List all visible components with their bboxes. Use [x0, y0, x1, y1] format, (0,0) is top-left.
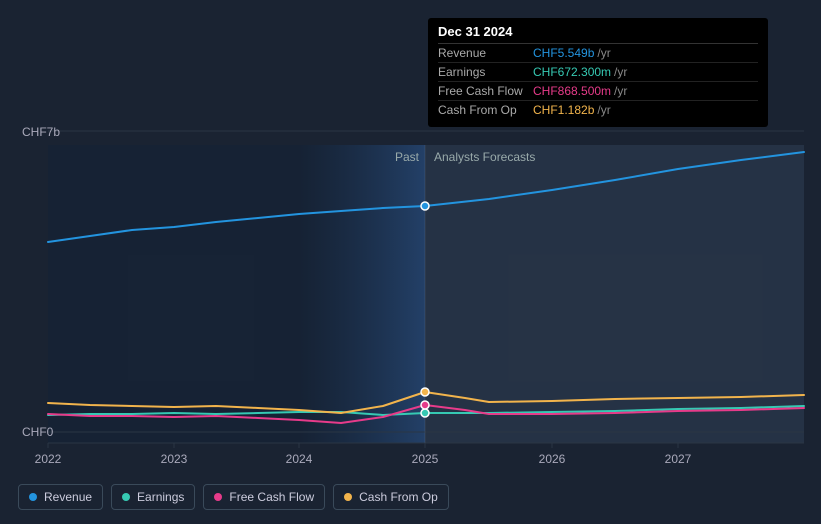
tooltip-row-value: CHF672.300m — [533, 65, 611, 79]
legend-item-cfo[interactable]: Cash From Op — [333, 484, 449, 510]
period-label-past: Past — [395, 150, 419, 164]
tooltip-row-unit: /yr — [614, 84, 627, 98]
legend-dot-icon — [214, 493, 222, 501]
legend-item-label: Revenue — [44, 490, 92, 504]
y-axis-label-max: CHF7b — [22, 125, 60, 139]
legend-item-revenue[interactable]: Revenue — [18, 484, 103, 510]
x-axis-label: 2023 — [154, 452, 194, 466]
y-axis-label-min: CHF0 — [22, 425, 53, 439]
tooltip-row-label: Earnings — [438, 65, 533, 79]
x-axis-label: 2026 — [532, 452, 572, 466]
chart-legend: Revenue Earnings Free Cash Flow Cash From O… — [18, 484, 449, 510]
tooltip-row-unit: /yr — [597, 46, 610, 60]
legend-item-label: Earnings — [137, 490, 184, 504]
tooltip-row-label: Free Cash Flow — [438, 84, 533, 98]
legend-dot-icon — [122, 493, 130, 501]
chart-tooltip: Dec 31 2024 RevenueCHF5.549b/yrEarningsC… — [428, 18, 768, 127]
x-axis-label: 2024 — [279, 452, 319, 466]
x-axis-label: 2027 — [658, 452, 698, 466]
tooltip-row-value: CHF5.549b — [533, 46, 594, 60]
tooltip-row: Free Cash FlowCHF868.500m/yr — [438, 82, 758, 101]
legend-dot-icon — [29, 493, 37, 501]
x-axis-label: 2022 — [28, 452, 68, 466]
x-axis-label: 2025 — [405, 452, 445, 466]
legend-item-label: Free Cash Flow — [229, 490, 314, 504]
tooltip-row-value: CHF868.500m — [533, 84, 611, 98]
tooltip-row-label: Revenue — [438, 46, 533, 60]
legend-item-earnings[interactable]: Earnings — [111, 484, 195, 510]
tooltip-row: Cash From OpCHF1.182b/yr — [438, 101, 758, 119]
legend-dot-icon — [344, 493, 352, 501]
financials-chart: CHF7b CHF0 Past Analysts Forecasts 2022 2… — [0, 0, 821, 524]
tooltip-row-label: Cash From Op — [438, 103, 533, 117]
legend-item-fcf[interactable]: Free Cash Flow — [203, 484, 325, 510]
tooltip-row: EarningsCHF672.300m/yr — [438, 63, 758, 82]
tooltip-row-unit: /yr — [614, 65, 627, 79]
tooltip-row-value: CHF1.182b — [533, 103, 594, 117]
tooltip-row-unit: /yr — [597, 103, 610, 117]
legend-item-label: Cash From Op — [359, 490, 438, 504]
tooltip-row: RevenueCHF5.549b/yr — [438, 44, 758, 63]
tooltip-date: Dec 31 2024 — [438, 24, 758, 44]
period-label-forecast: Analysts Forecasts — [434, 150, 535, 164]
